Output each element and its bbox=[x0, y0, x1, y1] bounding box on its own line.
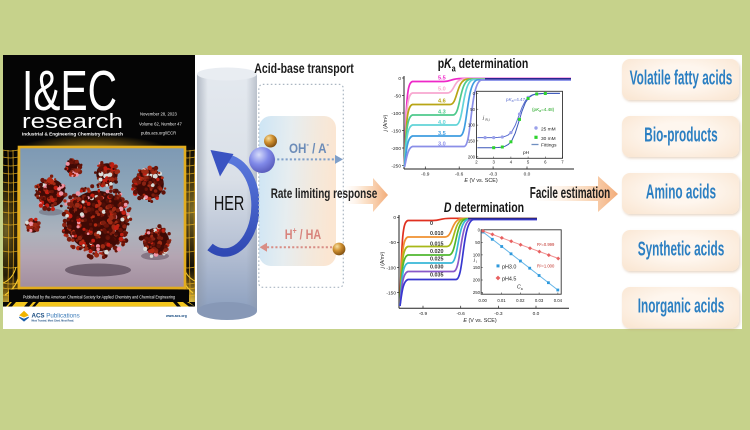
svg-text:-0.6: -0.6 bbox=[455, 172, 464, 178]
svg-text:E (V vs. SCE): E (V vs. SCE) bbox=[464, 178, 497, 184]
svg-text:Industrial & Engineering Chemi: Industrial & Engineering Chemistry Resea… bbox=[22, 132, 123, 137]
svg-text:100: 100 bbox=[468, 123, 476, 128]
svg-text:5.5: 5.5 bbox=[438, 75, 446, 81]
svg-text:j (A/m²): j (A/m²) bbox=[383, 114, 389, 132]
svg-text:0.01: 0.01 bbox=[497, 298, 506, 303]
svg-text:pH4.5: pH4.5 bbox=[502, 276, 516, 282]
svg-text:4: 4 bbox=[510, 160, 513, 165]
svg-text:5: 5 bbox=[527, 160, 530, 165]
svg-text:E (V vs. SCE): E (V vs. SCE) bbox=[463, 318, 496, 324]
svg-text:4.6: 4.6 bbox=[438, 99, 446, 105]
svg-text:0.030: 0.030 bbox=[430, 265, 444, 271]
svg-text:0.02: 0.02 bbox=[516, 298, 525, 303]
svg-text:-100: -100 bbox=[386, 265, 396, 271]
svg-text:0.035: 0.035 bbox=[430, 273, 444, 279]
svg-text:-100: -100 bbox=[391, 111, 401, 117]
svg-text:50: 50 bbox=[470, 107, 475, 112]
svg-text:Fittings: Fittings bbox=[541, 143, 557, 149]
svg-text:150: 150 bbox=[473, 265, 481, 270]
svg-text:150: 150 bbox=[468, 139, 476, 144]
svg-text:50: 50 bbox=[475, 240, 480, 245]
svg-text:3.5: 3.5 bbox=[438, 131, 446, 137]
svg-text:100: 100 bbox=[473, 253, 481, 258]
svg-text:R²=0.999: R²=0.999 bbox=[537, 242, 555, 247]
svg-text:-50: -50 bbox=[389, 240, 396, 246]
svg-text:-250: -250 bbox=[391, 163, 401, 169]
svg-text:research: research bbox=[22, 111, 123, 133]
svg-text:0.025: 0.025 bbox=[430, 257, 444, 263]
svg-text:3.0: 3.0 bbox=[438, 141, 446, 147]
svg-text:0: 0 bbox=[478, 227, 481, 232]
svg-text:Published by the American Chem: Published by the American Chemical Socie… bbox=[23, 294, 176, 299]
svg-text:0: 0 bbox=[473, 91, 476, 96]
svg-text:November 28, 2023: November 28, 2023 bbox=[140, 112, 177, 117]
svg-text:-0.3: -0.3 bbox=[489, 172, 498, 178]
svg-text:-150: -150 bbox=[386, 290, 396, 296]
svg-text:0: 0 bbox=[393, 215, 396, 221]
svg-text:-150: -150 bbox=[391, 128, 401, 134]
svg-text:0.0: 0.0 bbox=[533, 311, 540, 317]
svg-text:ACS Publications: ACS Publications bbox=[32, 312, 80, 319]
svg-text:4.0: 4.0 bbox=[438, 120, 446, 126]
svg-text:30 mM: 30 mM bbox=[541, 136, 556, 142]
svg-text:0.015: 0.015 bbox=[430, 242, 444, 248]
svg-text:-50: -50 bbox=[394, 93, 401, 99]
svg-text:a: a bbox=[521, 287, 523, 291]
svg-text:25 mM: 25 mM bbox=[541, 127, 556, 133]
svg-text:-0.9: -0.9 bbox=[419, 311, 428, 317]
svg-text:l: l bbox=[477, 260, 478, 264]
svg-text:0.03: 0.03 bbox=[535, 298, 544, 303]
svg-text:0: 0 bbox=[398, 76, 401, 82]
svg-text:I&EC: I&EC bbox=[22, 59, 117, 123]
svg-text:0.04: 0.04 bbox=[554, 298, 563, 303]
svg-text:250: 250 bbox=[473, 290, 481, 295]
svg-text:7: 7 bbox=[561, 160, 564, 165]
svg-text:-200: -200 bbox=[391, 146, 401, 152]
svg-text:-0.6: -0.6 bbox=[457, 311, 466, 317]
svg-text:4.3: 4.3 bbox=[438, 110, 446, 116]
svg-text:-0.3: -0.3 bbox=[494, 311, 503, 317]
svg-text:pH: pH bbox=[523, 150, 530, 156]
svg-text:0.0: 0.0 bbox=[524, 172, 531, 178]
svg-text:5.0: 5.0 bbox=[438, 86, 446, 92]
svg-text:R²=1.000: R²=1.000 bbox=[537, 264, 555, 269]
svg-text:www.acs.org: www.acs.org bbox=[165, 314, 187, 318]
svg-text:0: 0 bbox=[430, 221, 433, 227]
svg-text:2: 2 bbox=[475, 160, 478, 165]
svg-text:0.010: 0.010 bbox=[430, 231, 444, 237]
svg-text:j (A/m²): j (A/m²) bbox=[380, 251, 386, 269]
svg-text:200: 200 bbox=[468, 154, 476, 159]
svg-text:Most Trusted. Most Cited. Most: Most Trusted. Most Cited. Most Read. bbox=[32, 319, 75, 322]
svg-text:j: j bbox=[482, 115, 485, 121]
svg-text:pKa=4.47: pKa=4.47 bbox=[506, 97, 526, 103]
svg-text:R,l: R,l bbox=[486, 118, 490, 122]
svg-text:3: 3 bbox=[493, 160, 496, 165]
svg-text:200: 200 bbox=[473, 278, 481, 283]
svg-text:Volume 62, Number 47: Volume 62, Number 47 bbox=[139, 121, 183, 126]
svg-text:(pKa=4.48): (pKa=4.48) bbox=[532, 107, 555, 113]
svg-text:-0.9: -0.9 bbox=[421, 172, 430, 178]
svg-text:C: C bbox=[517, 285, 521, 291]
svg-text:6: 6 bbox=[544, 160, 547, 165]
svg-text:0.020: 0.020 bbox=[430, 249, 444, 255]
svg-text:pubs.acs.org/IECR: pubs.acs.org/IECR bbox=[141, 130, 176, 135]
svg-text:pH3.0: pH3.0 bbox=[502, 264, 516, 270]
svg-text:j: j bbox=[473, 257, 476, 263]
svg-text:0.00: 0.00 bbox=[479, 298, 488, 303]
